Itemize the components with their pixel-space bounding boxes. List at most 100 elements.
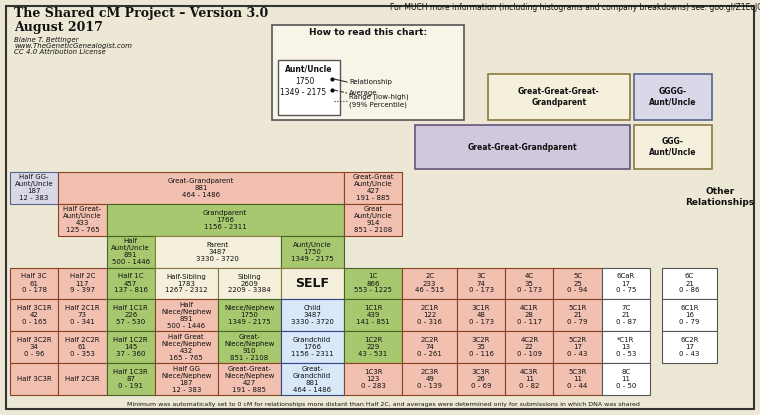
Text: The Shared cM Project – Version 3.0: The Shared cM Project – Version 3.0 (14, 7, 268, 20)
Text: Grandchild
1766
1156 - 2311: Grandchild 1766 1156 - 2311 (291, 337, 334, 357)
Bar (280, 300, 344, 331)
Bar (10, 300, 59, 331)
Text: Half
Niece/Nephew
891
500 - 1446: Half Niece/Nephew 891 500 - 1446 (161, 302, 211, 329)
Bar (59, 363, 106, 395)
Bar (505, 300, 553, 331)
Text: 4C2R
22
0 - 109: 4C2R 22 0 - 109 (517, 337, 542, 357)
Text: Half 3C1R
42
0 - 165: Half 3C1R 42 0 - 165 (17, 305, 52, 325)
Bar (217, 268, 280, 300)
Bar (553, 363, 602, 395)
Text: Half GG-
Aunt/Uncle
187
12 - 383: Half GG- Aunt/Uncle 187 12 - 383 (14, 174, 53, 201)
Text: 3C3R
26
0 - 69: 3C3R 26 0 - 69 (471, 369, 491, 389)
Bar (505, 268, 553, 300)
Bar (402, 300, 457, 331)
Bar (280, 236, 344, 268)
Text: Average: Average (349, 90, 378, 96)
Text: 1C1R
439
141 - 851: 1C1R 439 141 - 851 (356, 305, 390, 325)
Bar (662, 300, 717, 331)
Bar (10, 363, 59, 395)
Text: *C1R
13
0 - 53: *C1R 13 0 - 53 (616, 337, 636, 357)
Text: Grandparent
1766
1156 - 2311: Grandparent 1766 1156 - 2311 (203, 210, 247, 230)
Bar (344, 331, 402, 363)
Text: Half 1C1R
226
57 - 530: Half 1C1R 226 57 - 530 (113, 305, 148, 325)
Text: www.TheGeneticGenealogist.com: www.TheGeneticGenealogist.com (14, 43, 132, 49)
Bar (402, 363, 457, 395)
Text: Half
Aunt/Uncle
891
500 - 1446: Half Aunt/Uncle 891 500 - 1446 (112, 238, 150, 265)
Text: Niece/Nephew
1750
1349 - 2175: Niece/Nephew 1750 1349 - 2175 (224, 305, 274, 325)
Text: 1349 - 2175: 1349 - 2175 (280, 88, 326, 97)
Bar (344, 204, 402, 236)
Bar (457, 331, 505, 363)
Text: 6C2R
17
0 - 43: 6C2R 17 0 - 43 (679, 337, 700, 357)
Text: Sibling
2609
2209 - 3384: Sibling 2609 2209 - 3384 (228, 273, 271, 293)
Bar (553, 300, 602, 331)
Text: Aunt/Uncle
1750
1349 - 2175: Aunt/Uncle 1750 1349 - 2175 (291, 242, 334, 261)
Bar (505, 331, 553, 363)
Text: Half 3C2R
34
0 - 96: Half 3C2R 34 0 - 96 (17, 337, 52, 357)
Text: Great-Great
Aunt/Uncle
427
191 - 885: Great-Great Aunt/Uncle 427 191 - 885 (353, 174, 394, 201)
Text: Great-Great-
Niece/Nephew
427
191 - 885: Great-Great- Niece/Nephew 427 191 - 885 (224, 366, 274, 393)
Bar (106, 268, 155, 300)
Text: Great
Aunt/Uncle
914
851 - 2108: Great Aunt/Uncle 914 851 - 2108 (353, 206, 392, 233)
Text: 6C
21
0 - 86: 6C 21 0 - 86 (679, 273, 700, 293)
Text: 7C
21
0 - 87: 7C 21 0 - 87 (616, 305, 636, 325)
Bar (488, 74, 630, 120)
Bar (59, 172, 344, 204)
Bar (217, 300, 280, 331)
Text: 4C1R
28
0 - 117: 4C1R 28 0 - 117 (517, 305, 542, 325)
Text: Relationship: Relationship (349, 79, 392, 85)
Text: Half 2C2R
61
0 - 353: Half 2C2R 61 0 - 353 (65, 337, 100, 357)
Bar (602, 268, 650, 300)
Text: Child
3487
3330 - 3720: Child 3487 3330 - 3720 (291, 305, 334, 325)
Bar (280, 363, 344, 395)
Text: Great-Great-Great-
Grandparent: Great-Great-Great- Grandparent (518, 87, 600, 107)
Bar (272, 25, 464, 120)
Text: 2C3R
49
0 - 139: 2C3R 49 0 - 139 (417, 369, 442, 389)
Text: SELF: SELF (295, 277, 329, 290)
Text: Great-
Grandchild
881
464 - 1486: Great- Grandchild 881 464 - 1486 (293, 366, 331, 393)
Text: Half 1C
457
137 - 816: Half 1C 457 137 - 816 (114, 273, 147, 293)
Bar (415, 125, 630, 169)
Text: Half GG
Niece/Nephew
187
12 - 383: Half GG Niece/Nephew 187 12 - 383 (161, 366, 211, 393)
Text: Great-Grandparent
881
464 - 1486: Great-Grandparent 881 464 - 1486 (168, 178, 234, 198)
Text: 1750: 1750 (296, 77, 315, 86)
Bar (634, 74, 712, 120)
Text: Half 2C
117
9 - 397: Half 2C 117 9 - 397 (70, 273, 95, 293)
Text: Half Great
Niece/Nephew
432
165 - 765: Half Great Niece/Nephew 432 165 - 765 (161, 334, 211, 361)
Text: How to read this chart:: How to read this chart: (309, 28, 427, 37)
Text: 2C1R
122
0 - 316: 2C1R 122 0 - 316 (417, 305, 442, 325)
Bar (59, 204, 106, 236)
Text: CC 4.0 Attribution License: CC 4.0 Attribution License (14, 49, 106, 55)
Bar (402, 268, 457, 300)
Text: Great-
Niece/Nephew
910
851 - 2108: Great- Niece/Nephew 910 851 - 2108 (224, 334, 274, 361)
Bar (106, 236, 155, 268)
Text: 1C
866
553 - 1225: 1C 866 553 - 1225 (354, 273, 392, 293)
Bar (59, 300, 106, 331)
Text: 8C
11
0 - 50: 8C 11 0 - 50 (616, 369, 636, 389)
Bar (457, 268, 505, 300)
Text: 5C1R
21
0 - 79: 5C1R 21 0 - 79 (568, 305, 587, 325)
Bar (217, 331, 280, 363)
Bar (280, 331, 344, 363)
Text: 3C2R
35
0 - 116: 3C2R 35 0 - 116 (469, 337, 493, 357)
Bar (106, 363, 155, 395)
Bar (106, 331, 155, 363)
Bar (457, 300, 505, 331)
Bar (10, 331, 59, 363)
Text: For MUCH more information (including histograms and company breakdowns) see: goo: For MUCH more information (including his… (390, 3, 760, 12)
Text: 5C3R
11
0 - 44: 5C3R 11 0 - 44 (568, 369, 587, 389)
Bar (106, 204, 344, 236)
Bar (344, 172, 402, 204)
Text: 1C2R
229
43 - 531: 1C2R 229 43 - 531 (359, 337, 388, 357)
Text: GGG-
Aunt/Uncle: GGG- Aunt/Uncle (649, 137, 697, 157)
Text: Great-Great-Grandparent: Great-Great-Grandparent (467, 142, 578, 151)
Bar (457, 363, 505, 395)
Bar (553, 268, 602, 300)
Text: GGGG-
Aunt/Uncle: GGGG- Aunt/Uncle (649, 87, 697, 107)
Text: Half 1C3R
87
0 - 191: Half 1C3R 87 0 - 191 (113, 369, 148, 389)
Text: 3C
74
0 - 173: 3C 74 0 - 173 (469, 273, 493, 293)
Bar (344, 363, 402, 395)
Bar (278, 60, 340, 115)
Bar (280, 268, 344, 300)
Bar (602, 363, 650, 395)
